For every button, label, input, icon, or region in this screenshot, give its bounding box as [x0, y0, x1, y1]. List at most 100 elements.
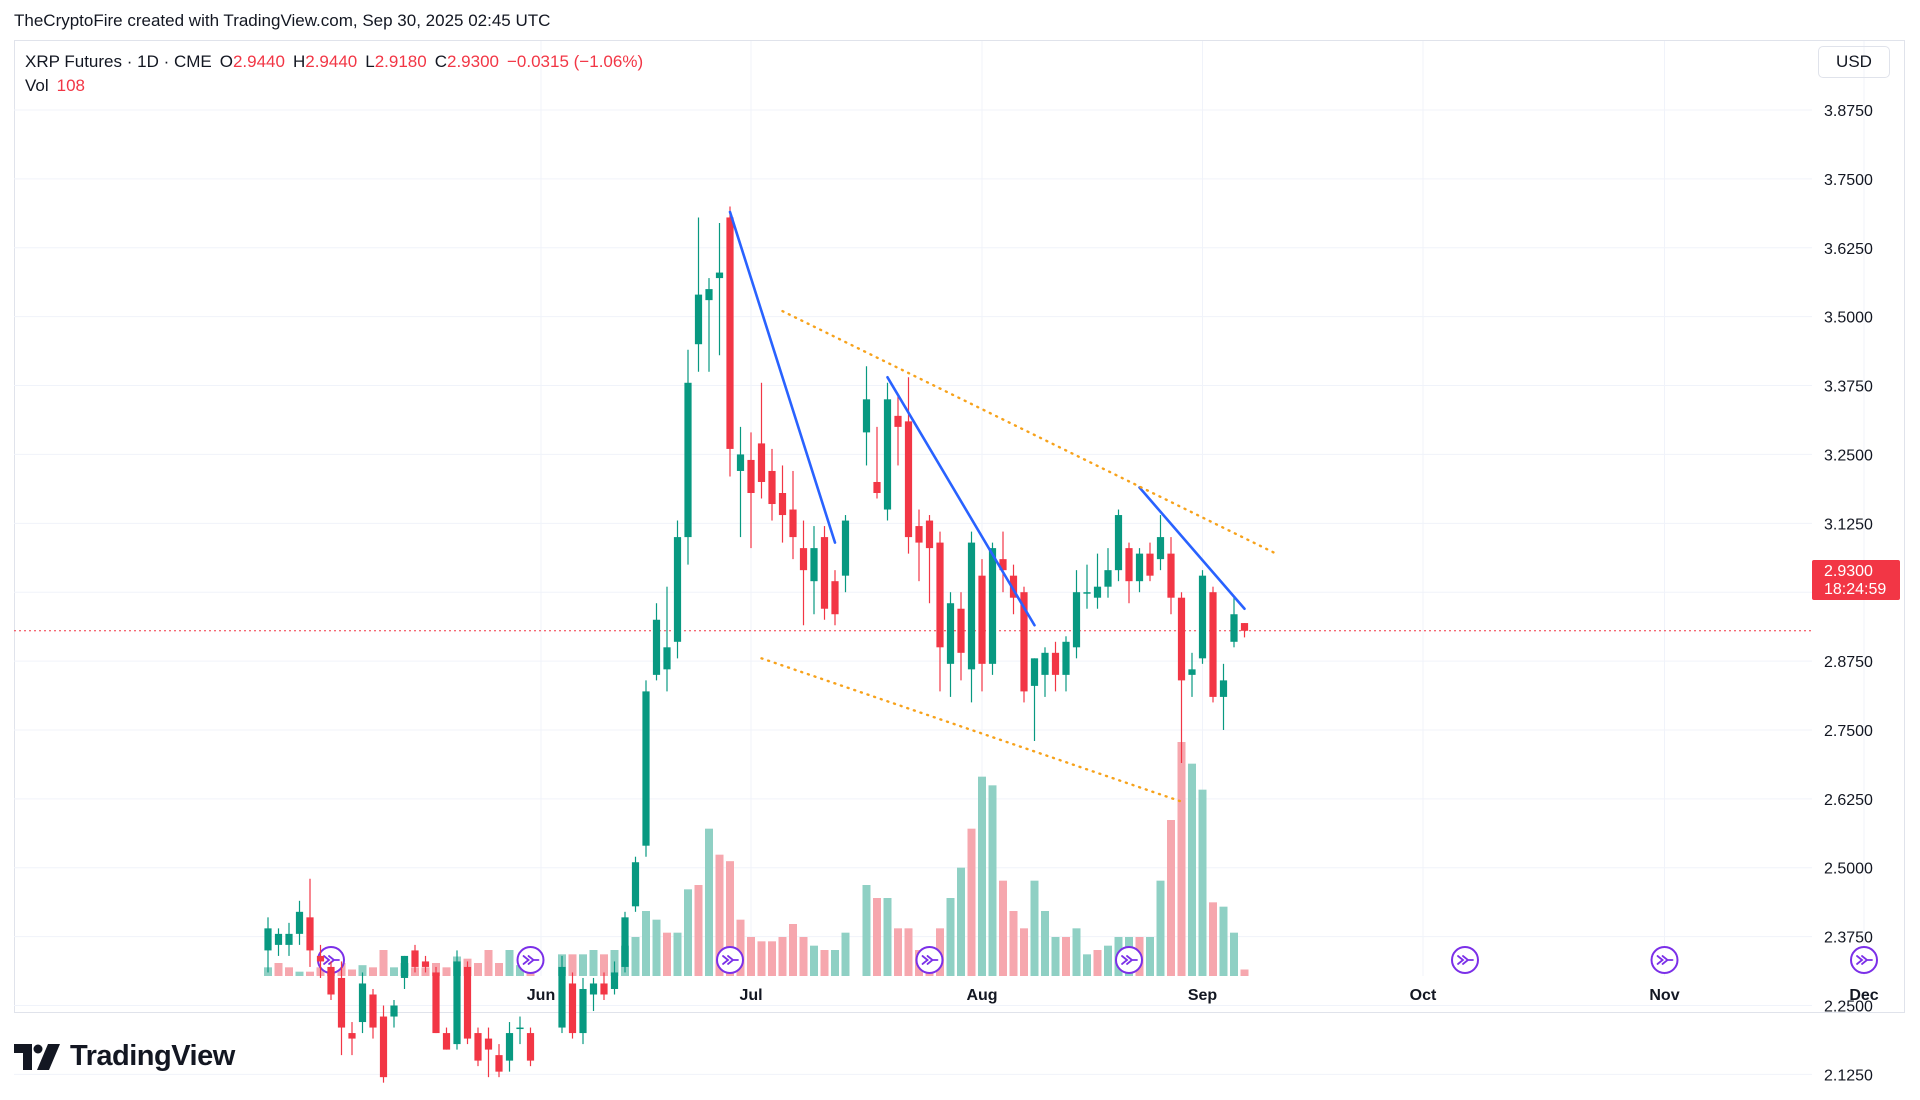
candle-body — [400, 955, 409, 978]
candle-body — [904, 421, 913, 538]
trendline-solid — [728, 210, 837, 544]
candle-body — [883, 399, 892, 510]
candle — [337, 961, 346, 1056]
candle — [904, 377, 913, 554]
candle-body — [1093, 586, 1102, 598]
volume-bar — [778, 937, 787, 976]
volume-bar — [631, 937, 640, 976]
candle-body — [1198, 575, 1207, 659]
candle-body — [348, 1033, 356, 1039]
x-tick-label: Aug — [966, 987, 997, 1004]
candle-body — [1156, 537, 1165, 560]
candle — [810, 526, 818, 615]
candle-body — [726, 217, 734, 449]
event-marker-icon[interactable] — [516, 946, 545, 974]
candle — [463, 961, 472, 1045]
volume-bar — [484, 950, 493, 976]
candle — [936, 531, 944, 692]
candle — [757, 382, 766, 499]
volume-bar — [799, 937, 808, 976]
event-marker-icon[interactable] — [1650, 946, 1679, 974]
candle-body — [1209, 592, 1217, 697]
volume-bar — [642, 911, 650, 976]
candle — [327, 961, 335, 1001]
candle — [1167, 537, 1175, 615]
volume-bar — [348, 969, 356, 976]
candle-body — [274, 933, 283, 945]
event-marker-icon[interactable] — [1451, 946, 1479, 974]
candle-body — [1167, 553, 1175, 598]
candle-body — [873, 481, 881, 494]
volume-bar — [295, 971, 304, 976]
x-tick-label: Dec — [1849, 987, 1878, 1004]
volume-bar — [1146, 937, 1154, 976]
volume-bar — [652, 919, 661, 976]
candle — [946, 592, 955, 697]
candle — [264, 917, 272, 973]
candle — [558, 955, 566, 1034]
candle-body — [768, 470, 776, 505]
candle-body — [337, 977, 346, 1028]
event-marker-circle — [915, 946, 944, 974]
candle — [1072, 570, 1081, 659]
event-marker-icon[interactable] — [1850, 946, 1878, 974]
candle — [915, 509, 923, 582]
candle-body — [915, 526, 923, 543]
y-tick-label: 2.2500 — [1824, 999, 1873, 1016]
symbol-title[interactable]: XRP Futures · 1D · CME — [25, 52, 212, 71]
candle-body — [579, 988, 587, 1034]
tradingview-wordmark: TradingView — [70, 1040, 235, 1072]
candle-body — [379, 1016, 388, 1078]
volume-bar — [1020, 928, 1028, 976]
candle — [411, 944, 419, 973]
candle — [505, 1022, 514, 1072]
candle — [957, 592, 965, 681]
x-tick-label: Sep — [1188, 987, 1218, 1004]
y-tick-label: 3.6250 — [1824, 241, 1873, 258]
candle — [925, 515, 934, 604]
candle — [831, 570, 839, 626]
volume-bar — [390, 967, 398, 976]
event-marker-icon[interactable] — [915, 946, 944, 974]
event-marker-icon[interactable] — [1115, 946, 1143, 974]
candle — [442, 1027, 451, 1050]
candle-body — [474, 1033, 482, 1061]
volume-label: Vol — [25, 76, 49, 95]
candle-body — [673, 537, 682, 642]
candle-body — [1020, 592, 1028, 692]
currency-button[interactable]: USD — [1818, 46, 1890, 78]
volume-bar — [516, 965, 524, 976]
candle-body — [610, 972, 619, 989]
volume-bar — [1041, 911, 1049, 976]
candle — [715, 222, 724, 356]
volume-bar — [1009, 911, 1018, 976]
close-value: 2.9300 — [447, 52, 499, 71]
candle-body — [1135, 553, 1144, 582]
event-marker-icon[interactable] — [716, 946, 744, 974]
close-label: C — [434, 52, 447, 71]
high-value: 2.9440 — [305, 52, 358, 71]
candle-body — [264, 928, 272, 951]
trendline-solid — [1138, 486, 1246, 611]
volume-bar — [306, 971, 314, 976]
candle — [432, 966, 440, 1034]
candle — [778, 465, 787, 543]
channel-line-dotted — [781, 309, 1278, 555]
candle-body — [652, 619, 661, 675]
candle-body — [453, 961, 461, 1045]
change-value: −0.0315 (−1.06%) — [507, 52, 644, 71]
candle-body — [631, 862, 640, 907]
candle-body — [925, 520, 934, 549]
y-tick-label: 2.3750 — [1824, 930, 1873, 947]
candle-body — [526, 1033, 535, 1061]
volume-bar — [1072, 928, 1081, 976]
volume-bar — [988, 785, 997, 976]
tradingview-logo[interactable]: TradingView — [14, 1040, 235, 1073]
bar-countdown: 18:24:59 — [1824, 581, 1887, 598]
y-tick-label: 2.6250 — [1824, 792, 1873, 809]
y-tick-label: 2.8750 — [1824, 654, 1873, 671]
candle — [768, 448, 776, 521]
volume-bar — [1062, 937, 1070, 976]
volume-bars — [264, 742, 1249, 976]
